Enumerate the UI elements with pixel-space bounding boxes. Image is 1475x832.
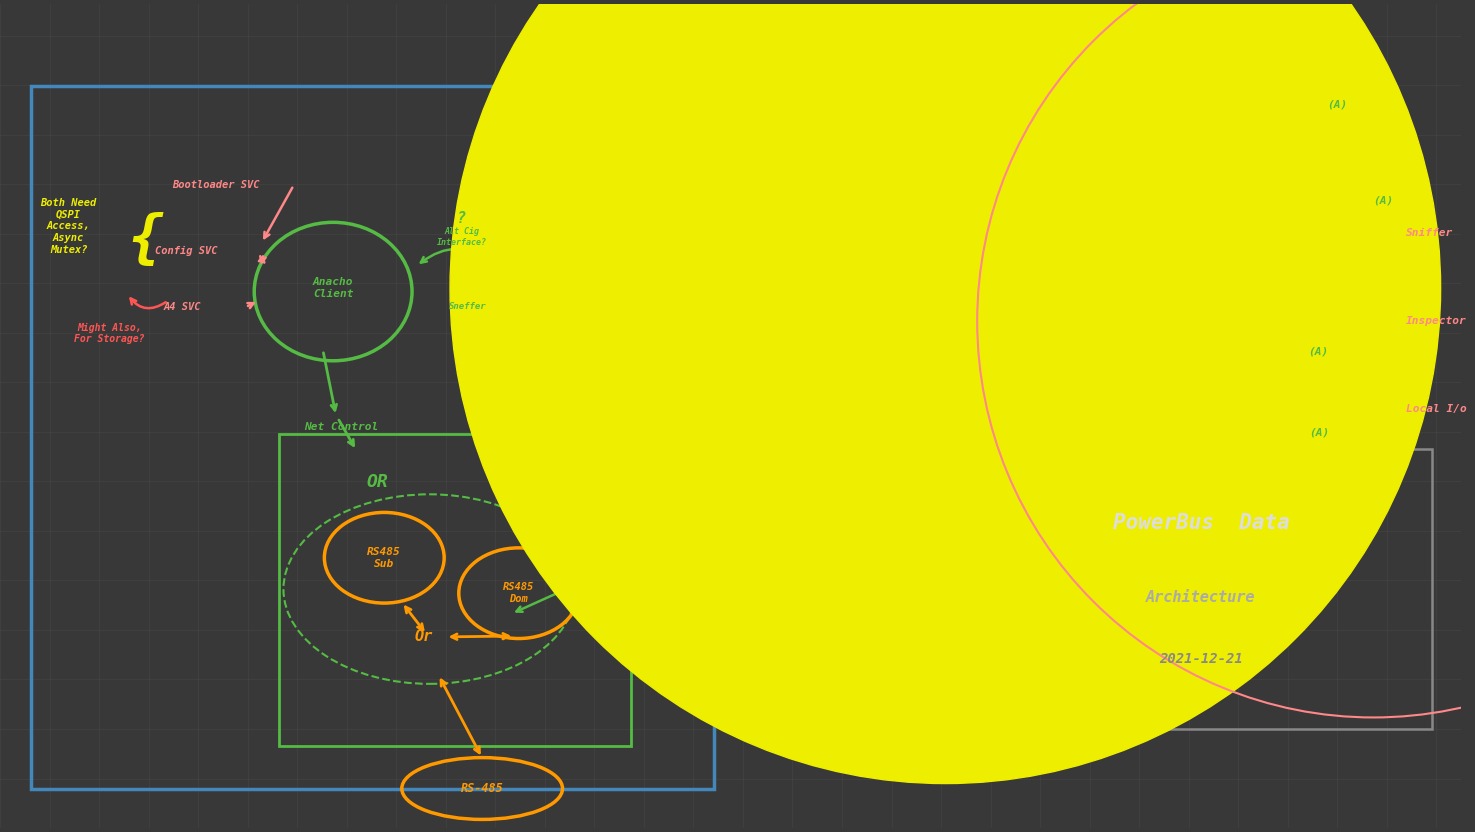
Text: Sniffer: Sniffer xyxy=(1406,228,1453,238)
Text: Misc  Network
I/O: Misc Network I/O xyxy=(1149,305,1240,333)
Bar xyxy=(279,434,631,746)
Text: (A): (A) xyxy=(1373,195,1394,205)
Text: Anacho
Client: Anacho Client xyxy=(313,277,354,299)
Bar xyxy=(31,86,714,789)
Text: USB Client: USB Client xyxy=(544,276,620,289)
Text: Local I/o: Local I/o xyxy=(1406,404,1466,414)
Text: OR: OR xyxy=(366,473,388,491)
Text: Anacho
Server: Anacho Server xyxy=(617,493,658,515)
Text: 2021-12-21: 2021-12-21 xyxy=(1159,652,1243,666)
Text: ?: ? xyxy=(457,210,466,225)
Text: Config SVC: Config SVC xyxy=(155,246,217,256)
Text: {: { xyxy=(128,212,164,269)
Text: Might Also,
For Storage?: Might Also, For Storage? xyxy=(74,323,145,344)
Text: Inspector: Inspector xyxy=(1406,316,1466,326)
Text: PowerBus  Data: PowerBus Data xyxy=(1112,513,1289,533)
Text: Net Control: Net Control xyxy=(304,422,378,432)
Text: A4 SVC: A4 SVC xyxy=(164,302,201,312)
Text: (A): (A) xyxy=(1310,428,1329,438)
Text: (A): (A) xyxy=(1326,100,1347,110)
Text: A4  Commands: A4 Commands xyxy=(1137,403,1223,416)
Bar xyxy=(972,449,1432,729)
Text: Alt Cig
Interface?: Alt Cig Interface? xyxy=(437,227,487,247)
Text: Sneffer: Sneffer xyxy=(448,302,487,311)
Circle shape xyxy=(450,0,1441,784)
Text: Bootloader SVC: Bootloader SVC xyxy=(173,181,260,191)
Text: Bootloader
Commands: Bootloader Commands xyxy=(1198,68,1270,97)
Text: Debug  Logs: Debug Logs xyxy=(1125,523,1204,537)
Text: RS-485: RS-485 xyxy=(460,782,503,795)
Text: Or: Or xyxy=(414,629,432,644)
Text: RS485
Sub: RS485 Sub xyxy=(367,547,401,568)
Text: Architecture: Architecture xyxy=(1146,590,1255,605)
Text: (A): (A) xyxy=(1308,347,1328,357)
Text: RS485
Dom: RS485 Dom xyxy=(503,582,534,604)
Text: Both Need
QSPI
Access,
Async
Mutex?: Both Need QSPI Access, Async Mutex? xyxy=(40,198,97,255)
Text: Config  Commands: Config Commands xyxy=(1176,162,1291,176)
